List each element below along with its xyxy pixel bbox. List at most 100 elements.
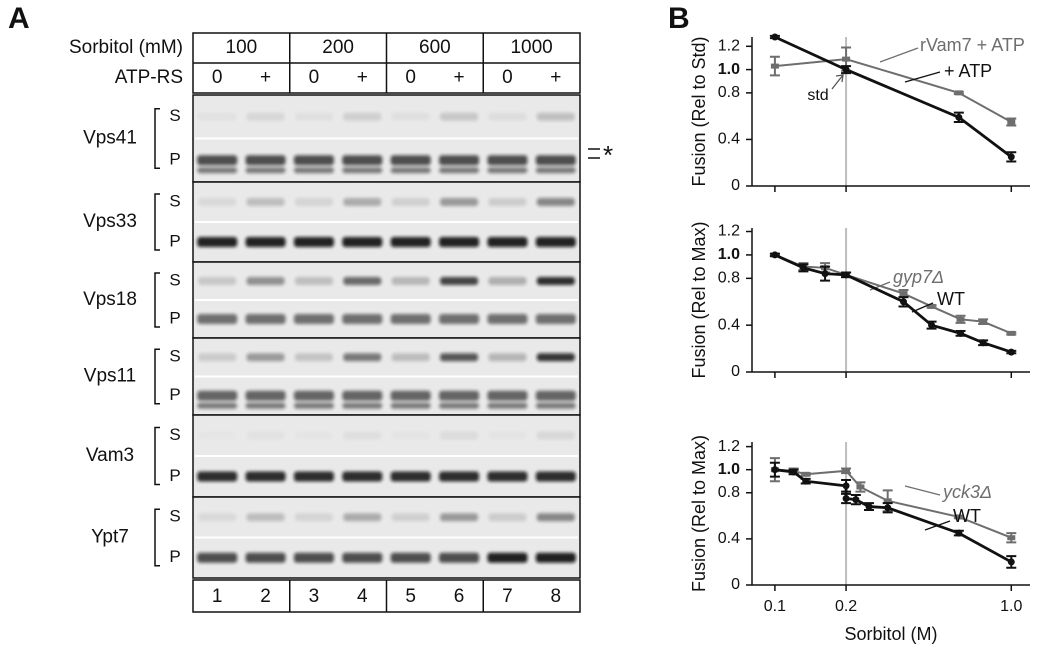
band	[342, 167, 383, 174]
band	[535, 471, 576, 482]
y-tick-label: 0.8	[718, 84, 740, 101]
y-tick-label: 1.2	[718, 38, 740, 55]
lane-number: 3	[309, 586, 320, 607]
x-tick-label: 0.1	[764, 598, 786, 615]
band	[536, 277, 575, 285]
band	[391, 112, 430, 121]
data-point	[956, 316, 965, 322]
protein-name: Vps33	[83, 211, 137, 232]
band	[246, 353, 285, 362]
bracket	[154, 426, 160, 486]
band	[197, 390, 238, 401]
data-point	[842, 56, 851, 62]
data-point	[900, 298, 908, 306]
data-point	[842, 271, 850, 279]
band	[246, 198, 285, 206]
band	[246, 513, 285, 522]
label-leader	[924, 520, 951, 531]
annotation: std	[807, 87, 828, 104]
data-point	[770, 63, 779, 69]
band	[295, 432, 333, 440]
band	[535, 552, 576, 563]
band	[487, 237, 528, 247]
row-label: Sorbitol (mM)	[69, 37, 183, 58]
fraction-label: S	[169, 106, 180, 125]
protein-name: Vps18	[83, 289, 137, 310]
fraction-label: S	[169, 425, 180, 444]
band	[487, 390, 528, 401]
band	[342, 471, 383, 482]
band	[197, 471, 238, 482]
band	[391, 198, 430, 206]
band	[390, 552, 431, 563]
data-point	[865, 503, 873, 511]
data-point	[842, 66, 850, 74]
band	[342, 552, 383, 563]
series-label: gyp7Δ	[893, 267, 944, 287]
data-point	[771, 251, 779, 259]
band	[488, 198, 527, 206]
band	[294, 353, 333, 362]
band	[390, 390, 431, 401]
band	[536, 431, 575, 440]
data-point	[802, 477, 810, 485]
sorbitol-value: 1000	[510, 37, 552, 58]
band	[536, 112, 575, 121]
series-label: WT	[953, 506, 981, 526]
band	[392, 432, 430, 440]
band	[293, 155, 334, 166]
atp-value: +	[550, 67, 561, 88]
data-point	[842, 495, 850, 503]
y-tick-label: 0	[731, 363, 740, 380]
fraction-label: P	[169, 231, 180, 250]
band	[198, 277, 237, 285]
band	[245, 552, 286, 563]
band	[487, 471, 528, 482]
y-axis-title: Fusion (Rel to Std)	[689, 36, 709, 186]
lane-number: 6	[454, 586, 465, 607]
band	[440, 353, 479, 362]
band	[245, 402, 286, 409]
band	[439, 471, 480, 482]
band	[198, 513, 237, 522]
band	[535, 390, 576, 401]
series-label: yck3Δ	[941, 482, 992, 502]
y-tick-label: 0	[731, 177, 740, 194]
band	[247, 432, 285, 440]
bracket	[154, 348, 160, 405]
band	[197, 552, 238, 563]
annotation-arrow	[831, 74, 844, 90]
band	[245, 314, 286, 324]
data-point	[1007, 558, 1015, 566]
band	[245, 167, 286, 174]
band	[487, 552, 528, 563]
x-tick-label: 1.0	[1000, 598, 1022, 615]
band	[293, 471, 334, 482]
band	[295, 113, 333, 121]
data-point	[799, 264, 807, 272]
band	[197, 402, 238, 409]
lane-number: 7	[502, 586, 513, 607]
band	[342, 237, 383, 247]
label-leader	[904, 485, 941, 496]
band	[440, 198, 479, 206]
band	[198, 113, 236, 121]
fraction-label: P	[169, 547, 180, 566]
fraction-label: S	[169, 191, 180, 210]
data-point	[954, 90, 963, 96]
band	[246, 277, 285, 285]
band	[488, 432, 526, 440]
data-point	[821, 270, 829, 278]
atp-value: +	[454, 67, 465, 88]
series-label: rVam7 + ATP	[920, 35, 1025, 55]
band	[390, 167, 431, 174]
band	[198, 198, 237, 206]
band	[390, 237, 431, 247]
data-point	[884, 504, 892, 512]
band	[390, 314, 431, 324]
bracket	[154, 508, 160, 567]
band	[343, 513, 382, 522]
band	[439, 237, 480, 247]
x-axis-title: Sorbitol (M)	[844, 624, 937, 644]
data-point	[979, 339, 987, 347]
